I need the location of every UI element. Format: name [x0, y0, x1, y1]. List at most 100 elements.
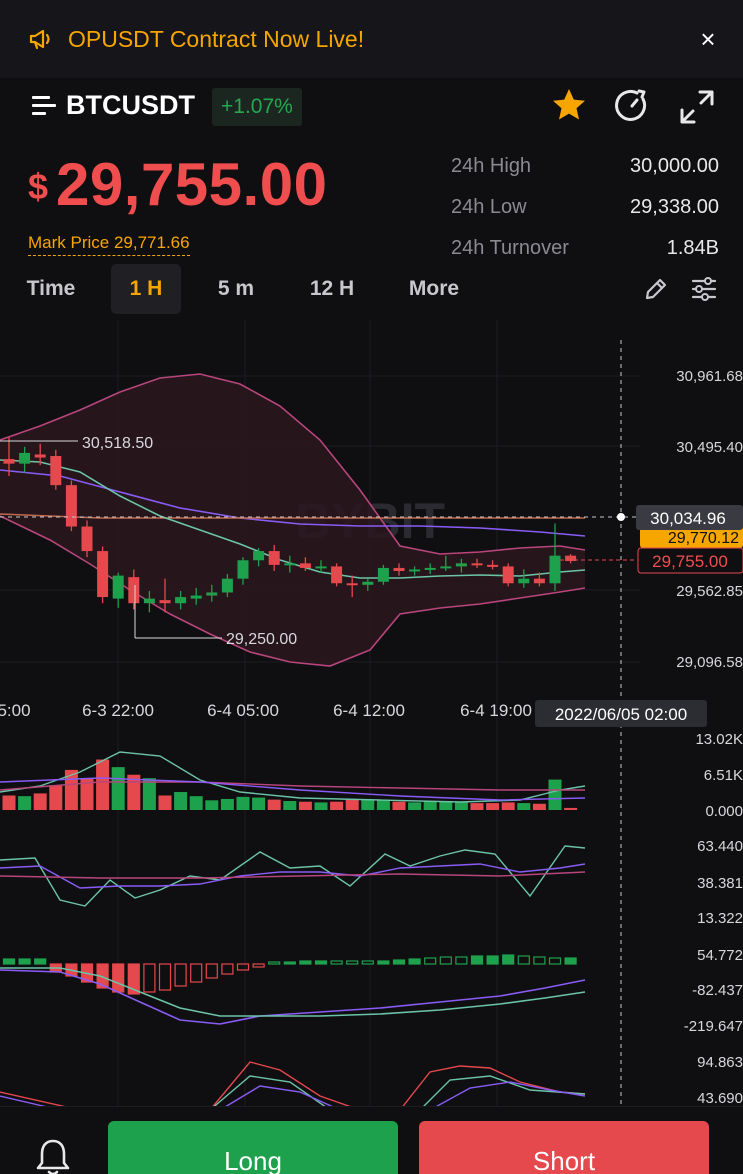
volume-bar — [96, 759, 110, 810]
volume-bar — [376, 799, 390, 810]
stat-high: 24h High 30,000.00 — [451, 146, 719, 187]
mark-price-tag-text: 29,770.12 — [668, 530, 739, 547]
macd-bar — [221, 963, 234, 975]
volume-axis-label: 0.000 — [705, 803, 743, 820]
pencil-icon[interactable] — [643, 276, 669, 302]
bell-icon[interactable] — [34, 1137, 72, 1174]
candle-body — [65, 485, 77, 527]
tab-5m[interactable]: 5 m — [217, 277, 255, 300]
stat-label: 24h High — [451, 155, 532, 177]
volume-bar — [18, 796, 32, 810]
price-currency: $ — [28, 166, 49, 207]
stat-turnover: 24h Turnover 1.84B — [451, 228, 719, 269]
macd-bar — [268, 961, 281, 965]
macd-bar — [548, 957, 562, 965]
macd-bar — [236, 963, 250, 971]
macd-bar — [346, 960, 359, 965]
macd-axis-label: -219.647 — [684, 1018, 743, 1035]
tab-more[interactable]: More — [408, 277, 460, 300]
symbol-name[interactable]: BTCUSDT — [66, 90, 195, 120]
time-axis-label: 5:00 — [0, 701, 31, 720]
candle-body — [190, 595, 202, 599]
volume-bar — [470, 803, 484, 810]
rsi-line-1 — [0, 845, 586, 907]
volume-bar — [252, 797, 266, 810]
time-axis-label: 6-4 19:00 — [460, 701, 532, 720]
candle-body — [549, 555, 561, 584]
candle-body — [471, 563, 483, 566]
bollinger-lower — [0, 515, 586, 667]
symbol-header: BTCUSDT +1.07% — [0, 82, 743, 132]
macd-bar — [455, 956, 468, 965]
volume-bar — [532, 803, 546, 810]
macd-bar — [190, 963, 203, 983]
star-icon[interactable] — [550, 86, 588, 124]
long-button[interactable]: Long — [108, 1121, 398, 1174]
volume-bar — [174, 792, 188, 810]
macd-bar — [392, 959, 406, 965]
candle-body — [362, 581, 374, 585]
volume-bar — [423, 801, 437, 810]
time-axis-label: 6-4 05:00 — [207, 701, 279, 720]
macd-bar — [174, 963, 187, 987]
price-axis-label: 29,096.58 — [676, 654, 743, 671]
volume-bar — [220, 798, 234, 810]
rsi-line-3 — [0, 871, 586, 879]
high-annotation: 30,518.50 — [82, 435, 153, 452]
candle-body — [175, 597, 187, 604]
macd-bar — [34, 958, 47, 965]
menu-icon[interactable] — [32, 96, 58, 116]
tab-time[interactable]: Time — [26, 277, 76, 300]
macd-bar — [330, 960, 343, 965]
volume-bar — [49, 785, 63, 810]
macd-bar — [252, 963, 265, 968]
candle-body — [284, 563, 296, 566]
candle-body — [19, 452, 31, 464]
volume-bar — [127, 774, 141, 810]
candle-body — [502, 566, 514, 584]
kdj-line-2 — [209, 1075, 586, 1110]
short-button[interactable]: Short — [419, 1121, 709, 1174]
last-price-tag-text: 29,755.00 — [652, 552, 728, 571]
candle-body — [346, 583, 358, 586]
macd-bar — [361, 960, 374, 965]
candle-body — [159, 600, 171, 604]
macd-bar — [143, 963, 156, 993]
expand-icon[interactable] — [678, 88, 716, 126]
volume-ma-line-2 — [0, 781, 585, 791]
candle-body — [81, 526, 93, 552]
candle-body — [50, 455, 62, 486]
kdj-axis-label: 94.863 — [697, 1054, 743, 1071]
price-value: 29,755.00 — [56, 151, 328, 218]
volume-bar — [330, 801, 344, 810]
volume-bar — [236, 796, 250, 810]
volume-ma-line-3 — [0, 777, 586, 801]
tab-1h[interactable]: 1 H — [111, 264, 181, 314]
banner-text: OPUSDT Contract Now Live! — [68, 25, 365, 52]
volume-bar — [33, 793, 47, 810]
settings-sliders-icon[interactable] — [690, 276, 718, 302]
close-icon[interactable]: × — [700, 24, 716, 54]
volume-bar — [111, 767, 125, 810]
macd-bar — [18, 958, 31, 965]
mark-price[interactable]: Mark Price 29,771.66 — [28, 233, 190, 256]
macd-bar — [517, 955, 530, 965]
clock-icon[interactable] — [614, 88, 650, 124]
stat-value: 1.84B — [666, 237, 719, 259]
time-axis-label: 6-3 22:00 — [82, 701, 154, 720]
volume-bar — [142, 778, 156, 810]
stat-label: 24h Low — [451, 196, 527, 218]
price-chart[interactable]: BYBIT 30,518.50 29,250.00 30,961.68 30,4… — [0, 320, 743, 1110]
macd-bar — [502, 954, 515, 965]
tab-12h[interactable]: 12 H — [309, 277, 355, 300]
volume-bar — [283, 801, 297, 810]
candle-body — [128, 577, 140, 604]
timeframe-tabs: Time 1 H 5 m 12 H More — [0, 264, 743, 314]
crosshair-dot — [617, 513, 625, 521]
volume-bar — [298, 801, 312, 810]
announcement-banner[interactable]: OPUSDT Contract Now Live! × — [0, 0, 743, 78]
candle-body — [253, 551, 265, 561]
candle-body — [143, 598, 155, 604]
candle-body — [440, 566, 452, 569]
macd-bar — [533, 956, 546, 965]
